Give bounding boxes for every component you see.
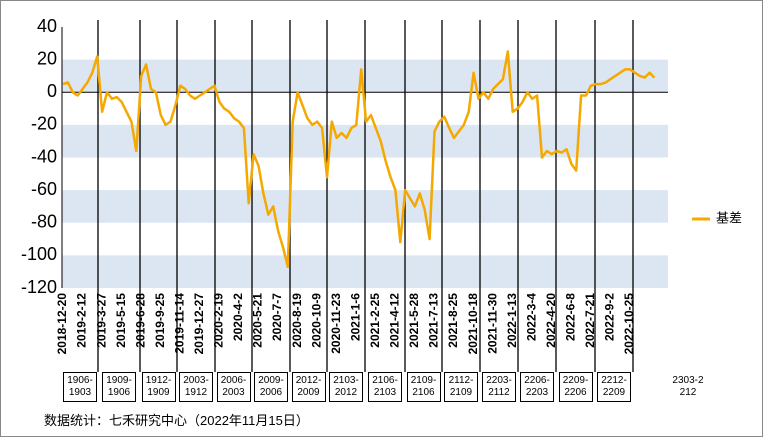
y-tick-label: 20 (37, 48, 57, 68)
x-tick-label: 2022-3-4 (524, 293, 538, 341)
contract-label: 2112-2109 (444, 372, 478, 402)
y-tick-label: -80 (31, 212, 57, 232)
x-tick-label: 2021-2-25 (368, 293, 382, 348)
x-tick-label: 2021-10-18 (466, 293, 480, 355)
legend-label: 基差 (716, 210, 742, 225)
x-tick-label: 2019-9-25 (153, 293, 167, 348)
x-tick-label: 2019-5-15 (114, 293, 128, 348)
x-tick-label: 2022-4-20 (544, 293, 558, 348)
x-tick-label: 2020-4-2 (231, 293, 245, 341)
contract-label: 2203-2112 (482, 372, 516, 402)
contract-label: 2012-2009 (291, 372, 326, 402)
x-tick-label: 2021-4-12 (388, 293, 402, 348)
contract-label: 1909-1906 (102, 372, 136, 402)
contract-label: 2212-2209 (597, 372, 631, 402)
x-tick-label: 2022-6-8 (564, 293, 578, 341)
x-tick-label: 2021-11-30 (485, 293, 499, 354)
x-tick-label: 2022-7-21 (583, 293, 597, 348)
contract-label: 2106-2103 (368, 372, 402, 402)
y-tick-label: -100 (21, 244, 57, 264)
contract-label: 2009-2006 (254, 372, 288, 402)
contract-label: 2206-2203 (520, 372, 554, 402)
x-tick-label: 2021-7-13 (427, 293, 441, 348)
x-tick-label: 2019-11-14 (172, 293, 186, 354)
x-tick-label: 2019-3-27 (94, 293, 108, 348)
contract-label: 2303-2212 (671, 372, 705, 402)
x-tick-label: 2022-9-2 (603, 293, 617, 341)
x-tick-label: 2020-7-7 (270, 293, 284, 341)
contract-label: 2103-2012 (329, 372, 363, 402)
contract-label: 2209-2206 (558, 372, 593, 402)
contract-label: 2006-2003 (216, 372, 251, 402)
x-tick-label: 2021-5-28 (407, 293, 421, 348)
x-tick-label: 2019-2-12 (75, 293, 89, 348)
x-tick-label: 2019-12-27 (192, 293, 206, 355)
contract-label: 2109-2106 (406, 372, 441, 402)
x-tick-label: 2021-1-6 (348, 293, 362, 341)
contract-label: 1906-1903 (63, 372, 97, 402)
x-tick-label: 2020-2-19 (212, 293, 226, 348)
x-tick-label: 2020-5-21 (251, 293, 265, 348)
contract-label: 2003-1912 (179, 372, 213, 402)
source-note: 数据统计：七禾研究中心（2022年11月15日） (44, 413, 309, 428)
x-tick-label: 2020-11-23 (329, 293, 343, 354)
y-tick-label: -20 (31, 114, 57, 134)
x-tick-label: 2018-12-20 (55, 293, 69, 355)
y-tick-label: -40 (31, 146, 57, 166)
series-line (62, 50, 656, 269)
x-tick-label: 2022-10-25 (622, 293, 636, 355)
x-tick-label: 2022-1-13 (505, 293, 519, 348)
y-tick-label: 0 (47, 81, 57, 101)
x-tick-label: 2020-10-9 (309, 293, 323, 348)
x-tick-label: 2020-8-19 (290, 293, 304, 348)
y-tick-label: -60 (31, 179, 57, 199)
y-tick-label: -120 (21, 277, 57, 297)
y-tick-label: 40 (37, 16, 57, 36)
x-tick-label: 2021-8-25 (446, 293, 460, 348)
contract-label: 1912-1909 (141, 372, 176, 402)
x-tick-label: 2019-6-28 (133, 293, 147, 348)
